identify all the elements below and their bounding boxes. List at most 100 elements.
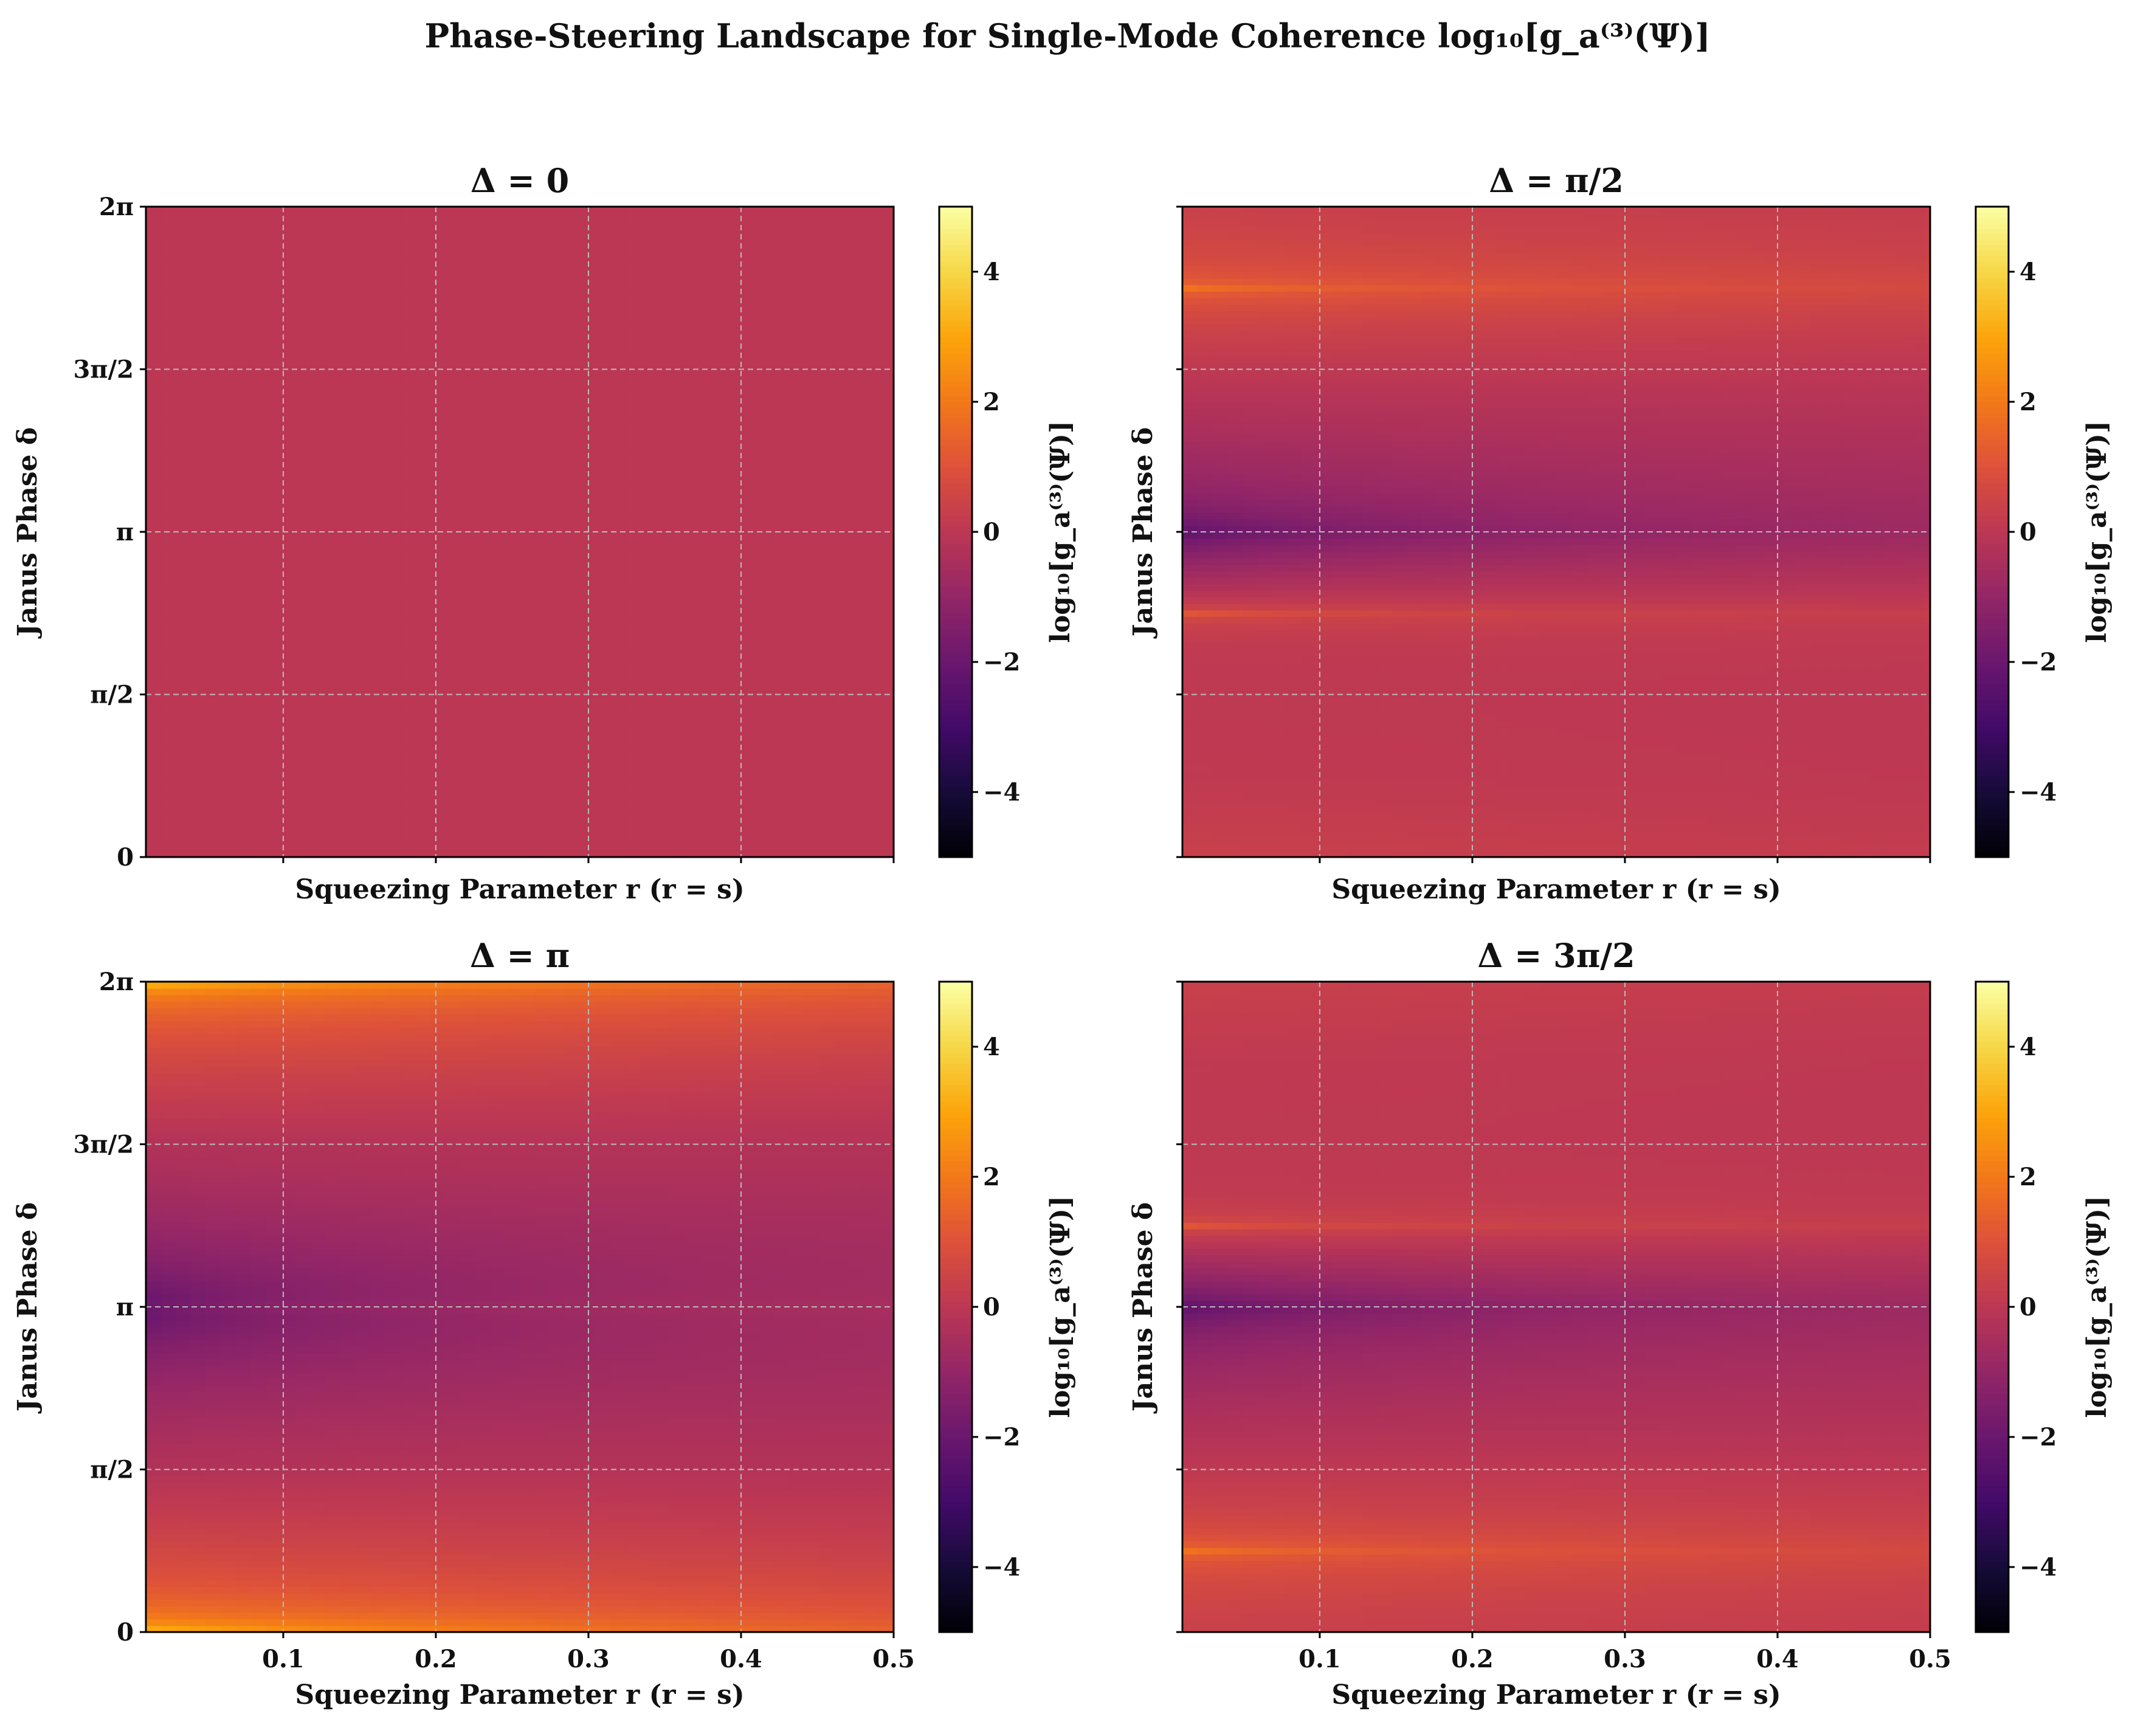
- heatmap-cell: [759, 213, 774, 221]
- heatmap-cell: [460, 616, 475, 624]
- heatmap-cell: [160, 219, 176, 227]
- heatmap-cell: [774, 252, 790, 260]
- heatmap-cell: [669, 467, 685, 474]
- heatmap-cell: [833, 642, 849, 650]
- heatmap-cell: [265, 740, 281, 747]
- heatmap-cell: [400, 525, 416, 532]
- heatmap-cell: [265, 785, 281, 793]
- heatmap-cell: [146, 486, 162, 494]
- heatmap-cell: [609, 766, 625, 773]
- heatmap-cell: [325, 323, 341, 331]
- heatmap-cell: [714, 213, 730, 221]
- heatmap-cell: [849, 525, 864, 532]
- heatmap-cell: [160, 512, 176, 520]
- heatmap-cell: [265, 356, 281, 363]
- heatmap-cell: [863, 525, 880, 532]
- heatmap-cell: [520, 740, 536, 747]
- heatmap-cell: [505, 480, 520, 487]
- heatmap-cell: [804, 473, 819, 481]
- heatmap-cell: [833, 532, 849, 539]
- heatmap-cell: [146, 311, 162, 318]
- heatmap-cell: [385, 311, 401, 318]
- heatmap-cell: [878, 701, 894, 708]
- heatmap-cell: [310, 707, 326, 715]
- heatmap-cell: [235, 687, 251, 695]
- heatmap-cell: [340, 668, 356, 676]
- heatmap-cell: [699, 512, 715, 520]
- heatmap-cell: [624, 701, 640, 708]
- heatmap-cell: [579, 597, 595, 604]
- heatmap-cell: [744, 798, 760, 806]
- heatmap-cell: [340, 655, 356, 663]
- heatmap-cell: [684, 467, 700, 474]
- heatmap-cell: [744, 772, 760, 780]
- heatmap-cell: [534, 395, 550, 402]
- heatmap-cell: [849, 850, 864, 858]
- heatmap-cell: [205, 551, 221, 559]
- heatmap-cell: [669, 844, 685, 852]
- heatmap-cell: [833, 408, 849, 416]
- heatmap-cell: [849, 311, 864, 318]
- heatmap-cell: [550, 759, 565, 766]
- heatmap-cell: [819, 551, 835, 559]
- heatmap-cell: [639, 272, 655, 279]
- heatmap-cell: [235, 473, 251, 481]
- heatmap-cell: [235, 518, 251, 526]
- heatmap-cell: [639, 746, 655, 754]
- heatmap-cell: [221, 733, 236, 741]
- heatmap-cell: [250, 844, 266, 852]
- heatmap-cell: [415, 388, 431, 396]
- heatmap-cell: [221, 421, 236, 429]
- heatmap-cell: [310, 480, 326, 487]
- heatmap-cell: [878, 642, 894, 650]
- heatmap-cell: [221, 545, 236, 552]
- heatmap-cell: [205, 512, 221, 520]
- heatmap-cell: [609, 837, 625, 845]
- heatmap-cell: [280, 584, 296, 591]
- heatmap-cell: [280, 766, 296, 773]
- heatmap-cell: [280, 557, 296, 565]
- heatmap-cell: [624, 278, 640, 286]
- heatmap-cell: [774, 571, 790, 578]
- heatmap-cell: [684, 649, 700, 656]
- heatmap-cell: [744, 258, 760, 266]
- heatmap-cell: [579, 304, 595, 311]
- heatmap-cell: [415, 506, 431, 513]
- heatmap-cell: [849, 506, 864, 513]
- heatmap-cell: [714, 226, 730, 233]
- heatmap-cell: [639, 844, 655, 852]
- heatmap-cell: [415, 311, 431, 318]
- heatmap-cell: [699, 518, 715, 526]
- heatmap-cell: [520, 811, 536, 819]
- heatmap-cell: [475, 818, 491, 825]
- heatmap-cell: [146, 779, 162, 787]
- heatmap-cell: [759, 805, 774, 812]
- heatmap-cell: [564, 557, 581, 565]
- heatmap-cell: [819, 239, 835, 246]
- heatmap-cell: [833, 447, 849, 455]
- heatmap-cell: [550, 518, 565, 526]
- heatmap-cell: [534, 714, 550, 722]
- heatmap-cell: [759, 265, 774, 272]
- heatmap-cell: [849, 272, 864, 279]
- heatmap-cell: [295, 323, 311, 331]
- heatmap-cell: [744, 232, 760, 240]
- heatmap-cell: [714, 675, 730, 682]
- heatmap-cell: [445, 402, 461, 409]
- heatmap-cell: [699, 694, 715, 701]
- heatmap-cell: [235, 376, 251, 383]
- heatmap-cell: [833, 525, 849, 532]
- heatmap-cell: [639, 707, 655, 715]
- heatmap-cell: [250, 824, 266, 832]
- heatmap-cell: [370, 662, 386, 669]
- heatmap-cell: [788, 668, 805, 676]
- heatmap-cell: [385, 707, 401, 715]
- heatmap-cell: [804, 649, 819, 656]
- heatmap-cell: [235, 655, 251, 663]
- heatmap-cell: [355, 382, 371, 390]
- heatmap-cell: [564, 278, 581, 286]
- heatmap-cell: [819, 284, 835, 292]
- heatmap-cell: [235, 317, 251, 325]
- heatmap-cell: [160, 746, 176, 754]
- heatmap-cell: [788, 603, 805, 611]
